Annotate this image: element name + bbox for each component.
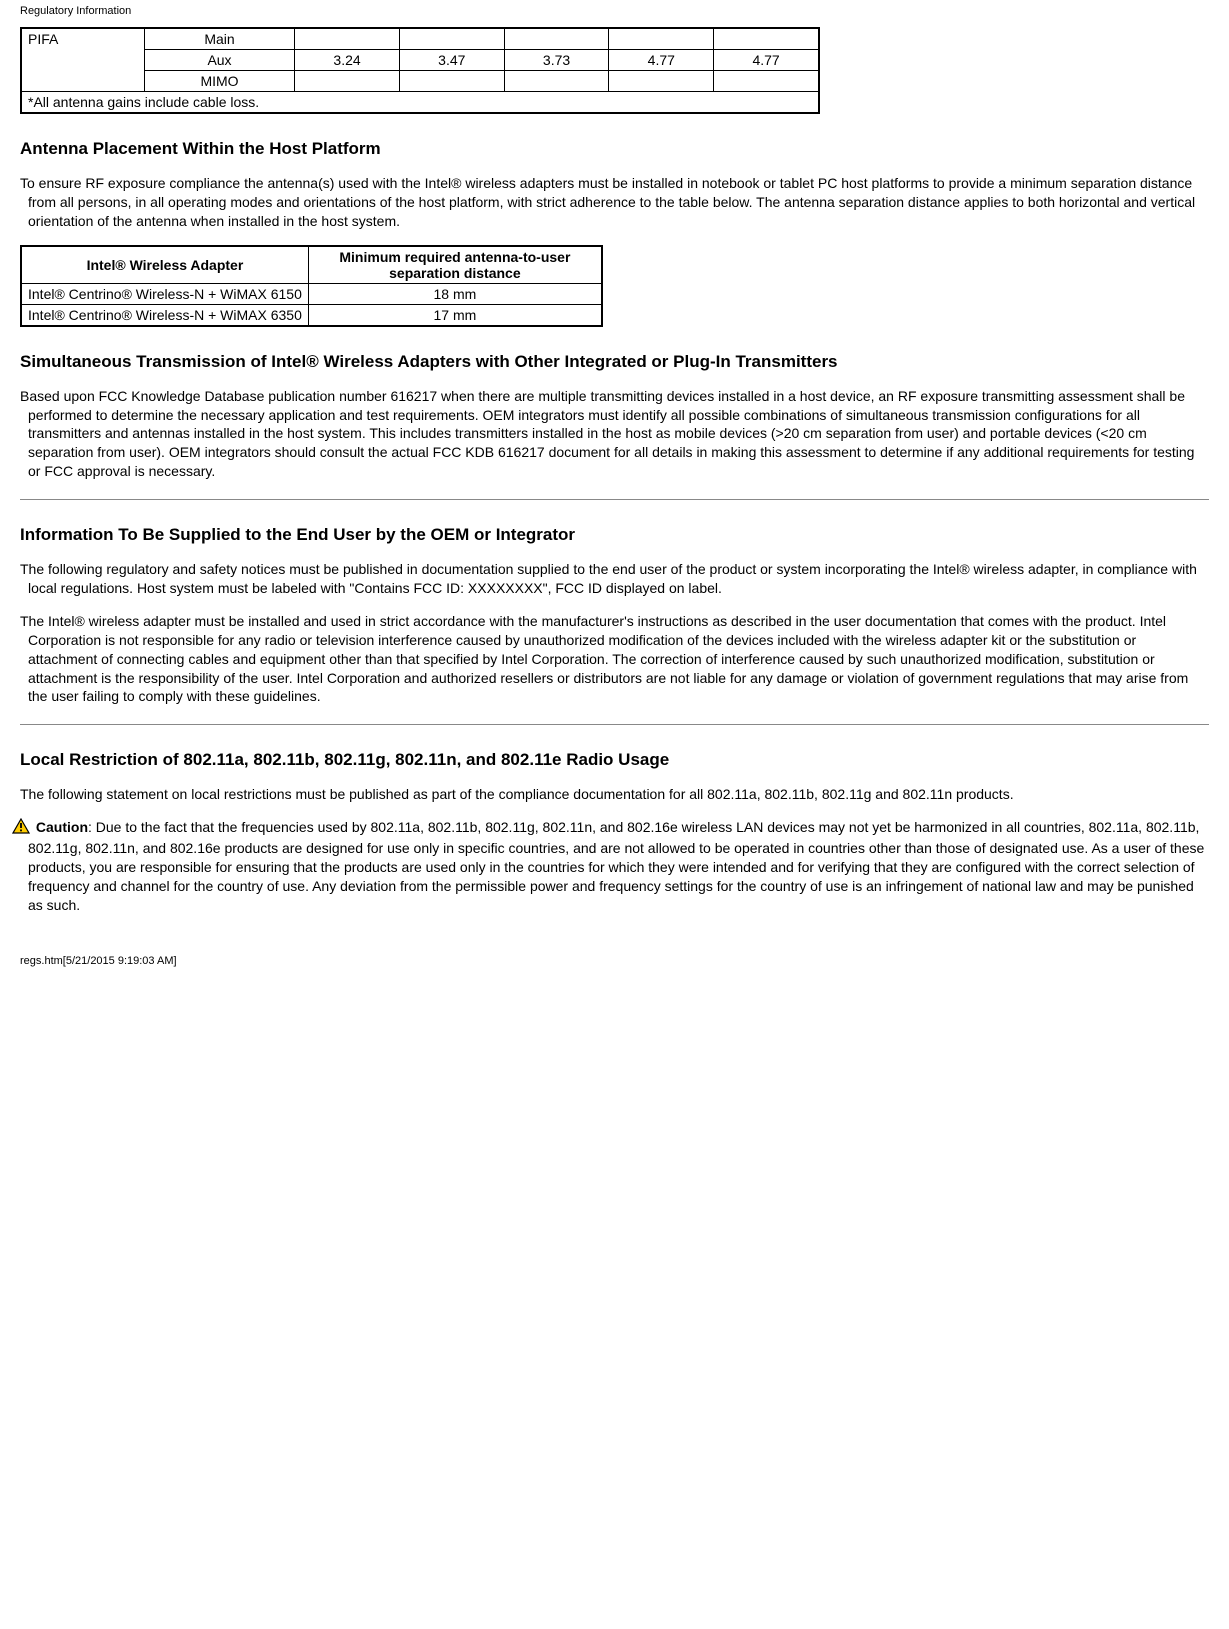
- separation-distance-table: Intel® Wireless Adapter Minimum required…: [20, 245, 603, 327]
- table-row: Intel® Centrino® Wireless-N + WiMAX 6350…: [21, 304, 602, 326]
- gain-value: [295, 28, 400, 50]
- adapter-name: Intel® Centrino® Wireless-N + WiMAX 6350: [21, 304, 308, 326]
- antenna-type: Aux: [144, 50, 294, 71]
- gain-value: [399, 28, 504, 50]
- gain-value: 3.24: [295, 50, 400, 71]
- gain-value: [399, 71, 504, 92]
- antenna-type: Main: [144, 28, 294, 50]
- gain-value: [504, 28, 609, 50]
- pifa-label: PIFA: [21, 28, 144, 92]
- gain-value: [609, 28, 714, 50]
- separation-distance: 17 mm: [308, 304, 602, 326]
- table-row: *All antenna gains include cable loss.: [21, 92, 819, 114]
- table-row: PIFA Main: [21, 28, 819, 50]
- table-header-row: Intel® Wireless Adapter Minimum required…: [21, 246, 602, 284]
- separation-distance: 18 mm: [308, 283, 602, 304]
- gain-value: 3.47: [399, 50, 504, 71]
- paragraph: To ensure RF exposure compliance the ant…: [20, 174, 1209, 231]
- section-heading-local-restriction: Local Restriction of 802.11a, 802.11b, 8…: [20, 750, 1209, 770]
- paragraph: Based upon FCC Knowledge Database public…: [20, 387, 1209, 481]
- table-row: Intel® Centrino® Wireless-N + WiMAX 6150…: [21, 283, 602, 304]
- paragraph: The following regulatory and safety noti…: [20, 560, 1209, 598]
- gain-value: [714, 28, 819, 50]
- gain-footnote: *All antenna gains include cable loss.: [21, 92, 819, 114]
- gain-value: [504, 71, 609, 92]
- page-footer: regs.htm[5/21/2015 9:19:03 AM]: [20, 955, 1209, 967]
- paragraph: The following statement on local restric…: [20, 785, 1209, 804]
- gain-value: 4.77: [714, 50, 819, 71]
- gain-value: [295, 71, 400, 92]
- column-header: Intel® Wireless Adapter: [21, 246, 308, 284]
- gain-value: 3.73: [504, 50, 609, 71]
- caution-icon: [20, 818, 30, 839]
- divider: [20, 724, 1209, 725]
- page-header: Regulatory Information: [20, 5, 1209, 17]
- paragraph: The Intel® wireless adapter must be inst…: [20, 612, 1209, 706]
- section-heading-simultaneous: Simultaneous Transmission of Intel® Wire…: [20, 352, 1209, 372]
- section-heading-end-user: Information To Be Supplied to the End Us…: [20, 525, 1209, 545]
- gain-value: 4.77: [609, 50, 714, 71]
- caution-text: : Due to the fact that the frequencies u…: [28, 819, 1204, 912]
- column-header: Minimum required antenna-to-user separat…: [308, 246, 602, 284]
- section-heading-antenna-placement: Antenna Placement Within the Host Platfo…: [20, 139, 1209, 159]
- caution-label: Caution: [36, 819, 88, 835]
- adapter-name: Intel® Centrino® Wireless-N + WiMAX 6150: [21, 283, 308, 304]
- gain-value: [609, 71, 714, 92]
- caution-paragraph: Caution: Due to the fact that the freque…: [20, 818, 1209, 914]
- divider: [20, 499, 1209, 500]
- antenna-type: MIMO: [144, 71, 294, 92]
- gain-value: [714, 71, 819, 92]
- antenna-gain-table: PIFA Main Aux 3.24 3.47 3.73 4.77 4.77 M…: [20, 27, 820, 114]
